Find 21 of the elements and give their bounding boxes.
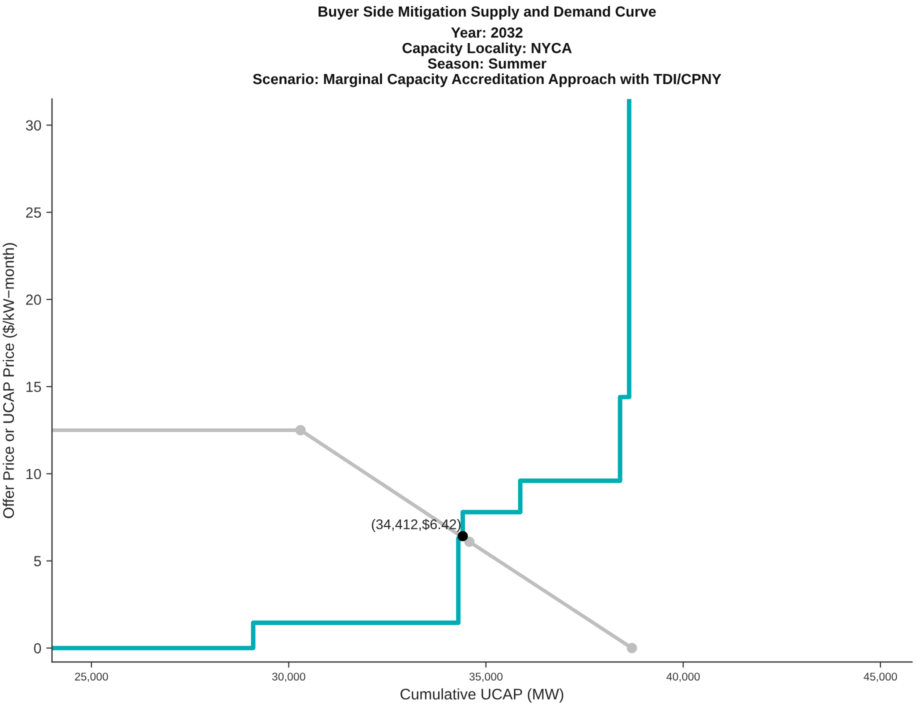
y-tick-label: 20: [26, 294, 42, 305]
chart-title: Buyer Side Mitigation Supply and Demand Curve: [318, 6, 656, 20]
x-tick-label: 35,000: [469, 672, 503, 682]
point: [458, 531, 468, 542]
x-tick-label: 40,000: [666, 672, 700, 682]
point: [295, 425, 306, 436]
point: [626, 642, 638, 654]
x-tick-label: 30,000: [272, 672, 306, 682]
x-axis-title: Cumulative UCAP (MW): [400, 688, 564, 703]
y-tick-label: 10: [26, 468, 42, 480]
y-tick-label: 5: [34, 556, 41, 566]
x-tick-label: 45,000: [864, 672, 897, 682]
annotation: (34,412,$6.42): [372, 518, 461, 532]
y-tick-label: 15: [26, 382, 41, 392]
y-axis-title: Offer Price or UCAP Price ($/kW−month): [2, 243, 18, 518]
x-tick-label: 25,000: [75, 672, 108, 682]
y-tick-label: 30: [26, 120, 42, 131]
y-tick-label: 25: [26, 207, 41, 218]
chart-subtitle: Year: 2032 Capacity Locality: NYCA Season: Summer Scenario: Marginal Capacity Accreditation Approach with TDI/CPNY: [252, 27, 722, 88]
point: [464, 536, 475, 547]
y-tick-label: 0: [34, 643, 42, 654]
